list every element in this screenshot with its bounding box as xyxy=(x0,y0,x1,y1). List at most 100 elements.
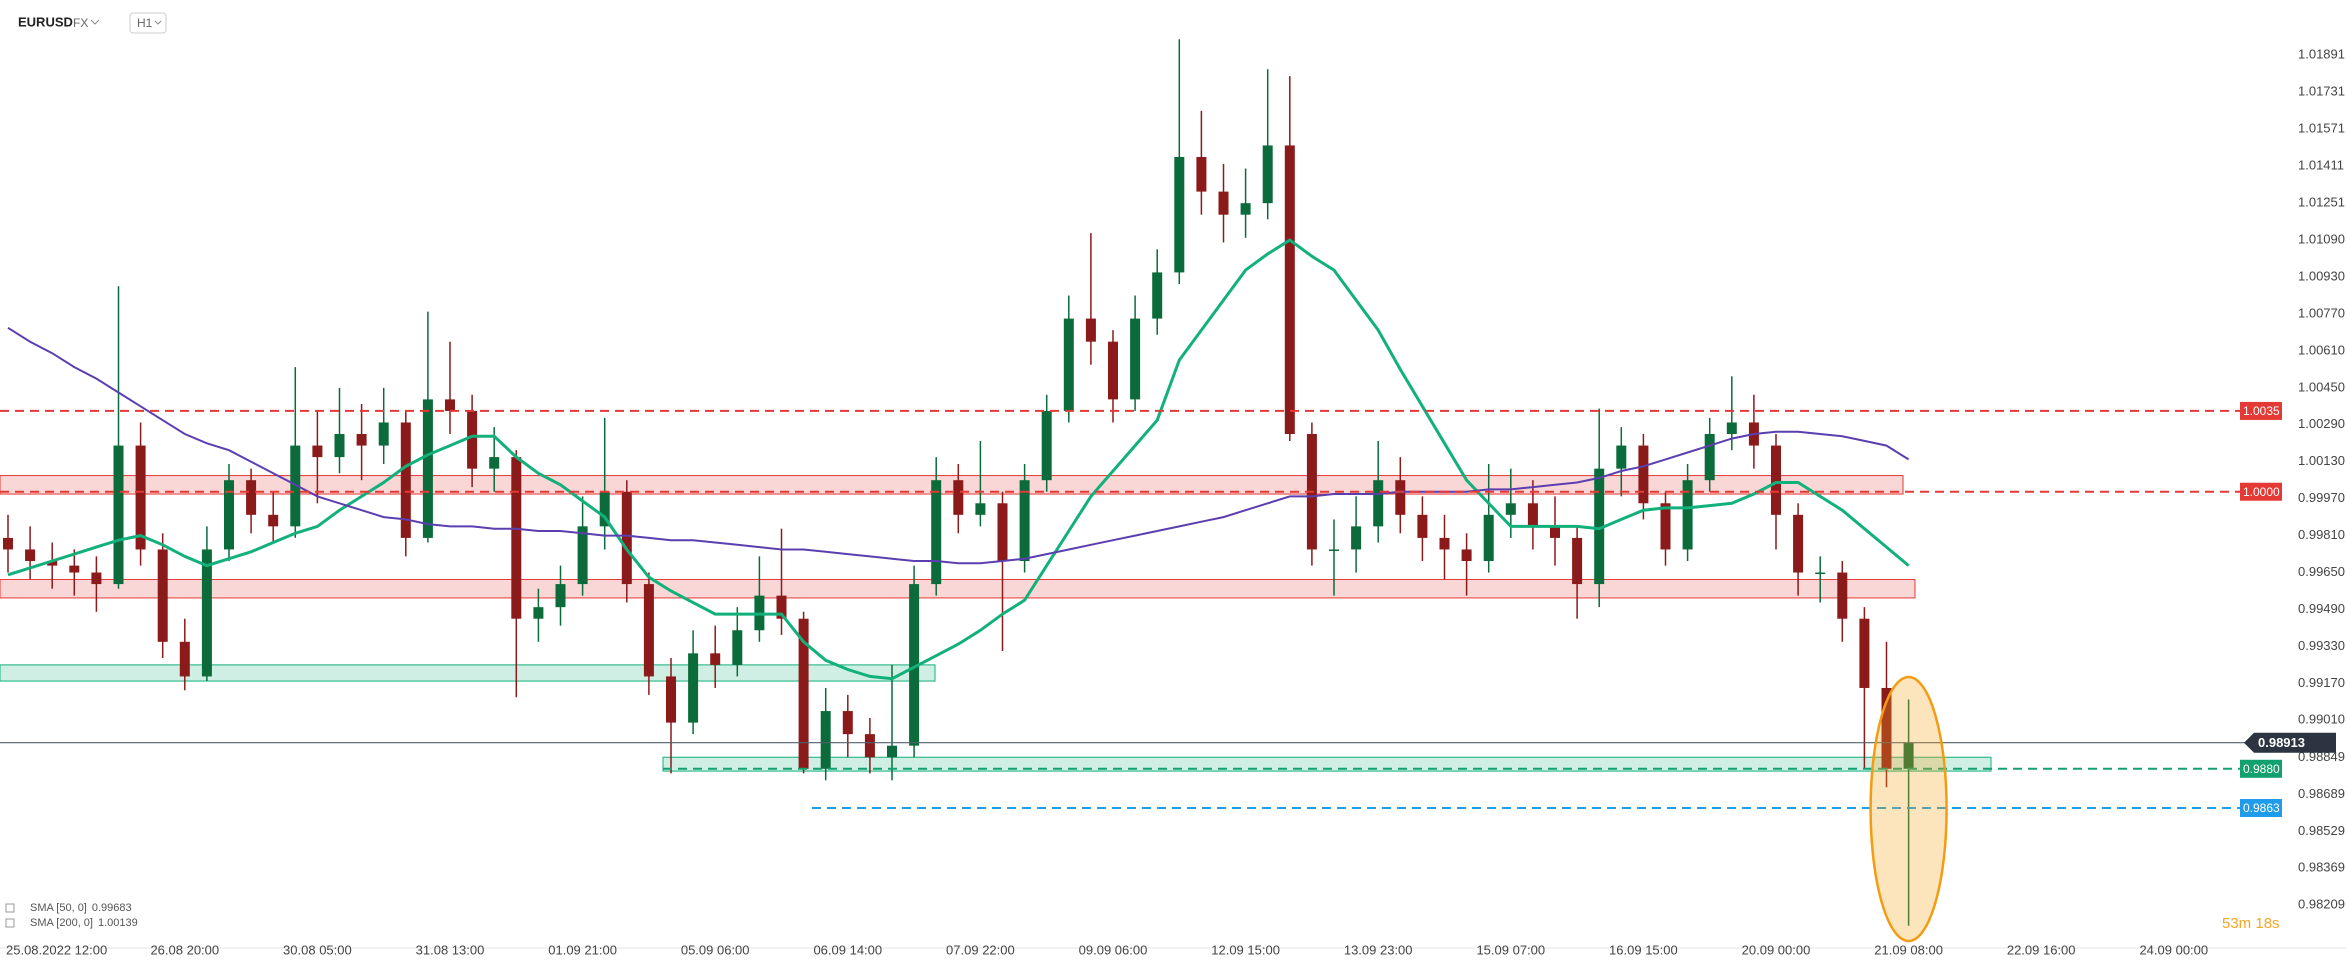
x-tick-label: 01.09 21:00 xyxy=(548,942,617,957)
legend-icon xyxy=(5,903,15,913)
y-tick-label: 1.01251 xyxy=(2298,194,2345,209)
y-tick-label: 0.98209 xyxy=(2298,897,2345,912)
candle-body xyxy=(1881,687,1892,769)
y-tick-label: 1.01731 xyxy=(2298,84,2345,99)
legend-value: 1.00139 xyxy=(98,917,138,929)
x-tick-label: 15.09 07:00 xyxy=(1476,942,1545,957)
y-tick-label: 0.98529 xyxy=(2298,823,2345,838)
candle-body xyxy=(445,399,455,411)
y-tick-label: 1.00130 xyxy=(2298,453,2345,468)
candle-body xyxy=(1262,145,1273,204)
x-tick-label: 31.08 13:00 xyxy=(416,942,485,957)
candle-body xyxy=(842,711,853,735)
level-label: 0.9863 xyxy=(2243,801,2280,815)
candle-body xyxy=(1063,318,1074,411)
candle-body xyxy=(909,584,920,746)
level-label: 1.0000 xyxy=(2243,485,2280,499)
candle-body xyxy=(467,410,478,469)
candle-body xyxy=(157,549,168,642)
y-tick-label: 0.99330 xyxy=(2298,638,2345,653)
symbol[interactable]: EURUSD xyxy=(18,14,73,29)
interval-box[interactable] xyxy=(129,12,167,34)
y-tick-label: 1.00450 xyxy=(2298,379,2345,394)
y-tick-label: 1.01891 xyxy=(2298,47,2345,62)
candle-body xyxy=(1152,272,1163,319)
y-tick-label: 1.00770 xyxy=(2298,305,2345,320)
candle-body xyxy=(113,445,124,585)
candle-body xyxy=(400,422,411,538)
candle-body xyxy=(887,745,897,758)
candle-body xyxy=(179,641,190,677)
candle-body xyxy=(864,734,875,758)
last-price-label: 0.98913 xyxy=(2258,735,2305,750)
candle-body xyxy=(1859,618,1870,688)
candle-body xyxy=(135,445,146,550)
candle-body xyxy=(268,514,279,527)
candle-body xyxy=(798,618,809,769)
y-tick-label: 1.00610 xyxy=(2298,342,2345,357)
candle-body xyxy=(1616,445,1627,469)
y-tick-label: 0.98369 xyxy=(2298,860,2345,875)
candle-body xyxy=(1550,526,1560,538)
candle-body xyxy=(25,549,36,561)
chevron[interactable] xyxy=(154,20,162,25)
candle-body xyxy=(1284,145,1295,435)
candle-body xyxy=(1041,410,1052,481)
x-tick-label: 21.09 08:00 xyxy=(1874,942,1943,957)
candle-body xyxy=(1373,480,1384,527)
candle-body xyxy=(1594,468,1605,585)
zone xyxy=(0,664,936,682)
market: FX xyxy=(73,16,88,30)
x-tick-label: 16.09 15:00 xyxy=(1609,942,1678,957)
candle-body xyxy=(224,480,234,550)
y-tick-label: 1.01571 xyxy=(2298,120,2345,135)
candle-body xyxy=(1108,341,1118,400)
candle-body xyxy=(69,565,80,573)
header: EURUSD FX H1 xyxy=(18,12,167,34)
x-tick-label: 12.09 15:00 xyxy=(1211,942,1280,957)
candle-body xyxy=(1704,434,1715,481)
level-tag xyxy=(2240,482,2282,501)
sma-line xyxy=(7,238,1910,681)
candle-body xyxy=(1527,503,1538,527)
chevron[interactable] xyxy=(90,19,100,25)
x-tick-label: 20.09 00:00 xyxy=(1742,942,1811,957)
candle-body xyxy=(1682,480,1693,550)
level-label: 1.0035 xyxy=(2243,404,2280,418)
legend-icon xyxy=(5,918,15,928)
candle-body xyxy=(422,399,433,538)
countdown: 53m 18s xyxy=(2222,915,2280,932)
candle-body xyxy=(511,457,522,619)
candle-body xyxy=(975,503,986,515)
candle-body xyxy=(577,526,588,585)
candle-body xyxy=(599,491,610,527)
y-tick-label: 0.99490 xyxy=(2298,601,2345,616)
candle-body xyxy=(555,584,566,608)
candle-body xyxy=(1660,503,1671,550)
x-tick-label: 13.09 23:00 xyxy=(1344,942,1413,957)
candle-body xyxy=(201,549,212,677)
candle-body xyxy=(1218,191,1229,215)
candle-body xyxy=(1572,537,1583,585)
sma-line xyxy=(7,326,1910,565)
level-label: 0.9880 xyxy=(2243,762,2280,776)
zone xyxy=(0,475,1904,495)
candle-body xyxy=(732,630,743,665)
candle-body xyxy=(1174,156,1185,273)
legend-name: SMA [200, 0] xyxy=(30,917,93,929)
interval[interactable]: H1 xyxy=(137,16,153,30)
level-tag xyxy=(2240,759,2282,778)
candle-body xyxy=(1417,514,1428,538)
candle-body xyxy=(643,584,654,677)
candle-body xyxy=(1439,537,1450,550)
y-tick-label: 1.00930 xyxy=(2298,268,2345,283)
candle-body xyxy=(1461,549,1472,561)
candle-body xyxy=(533,607,544,619)
highlight xyxy=(1869,675,1948,943)
candle-body xyxy=(1483,514,1494,561)
x-tick-label: 30.08 05:00 xyxy=(283,942,352,957)
candle-body xyxy=(1351,526,1362,550)
candle-body xyxy=(1903,742,1914,769)
